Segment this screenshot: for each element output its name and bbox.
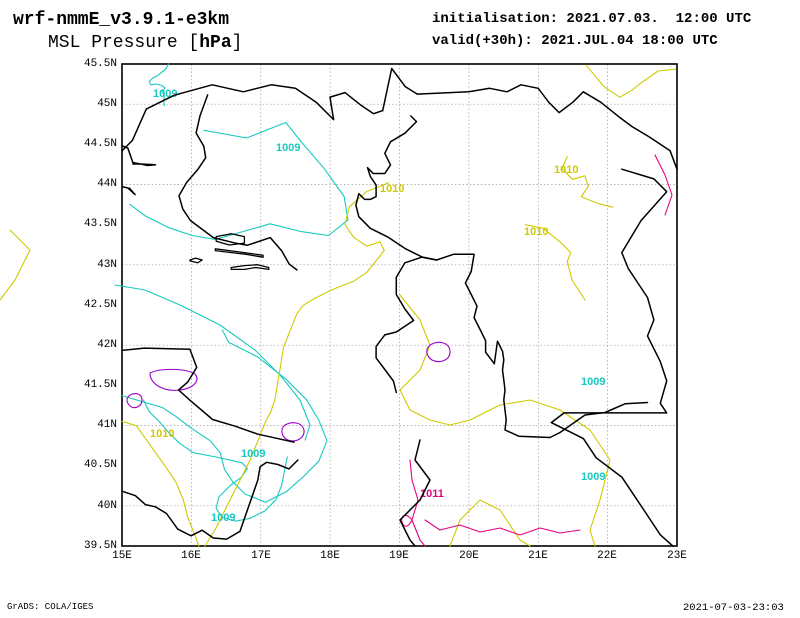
svg-text:1009: 1009 <box>241 448 265 460</box>
svg-text:1009: 1009 <box>211 512 235 524</box>
svg-text:1010: 1010 <box>380 183 404 195</box>
svg-text:1009: 1009 <box>276 142 300 154</box>
svg-text:1010: 1010 <box>524 226 548 238</box>
svg-text:1009: 1009 <box>581 376 605 388</box>
svg-text:1009: 1009 <box>581 471 605 483</box>
svg-text:1010: 1010 <box>554 164 578 176</box>
svg-text:1009: 1009 <box>153 88 177 100</box>
svg-text:1010: 1010 <box>150 428 174 440</box>
